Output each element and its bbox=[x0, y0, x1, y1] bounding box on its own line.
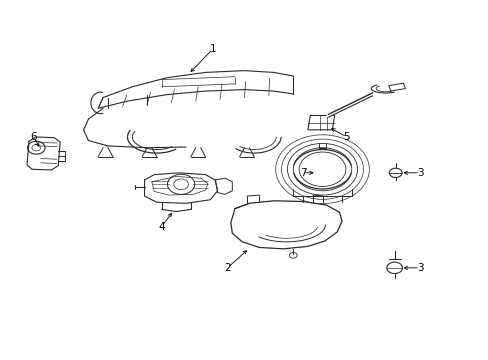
Text: 2: 2 bbox=[224, 263, 230, 273]
Text: 4: 4 bbox=[158, 222, 164, 231]
Text: 3: 3 bbox=[416, 168, 423, 178]
Polygon shape bbox=[307, 116, 334, 130]
Text: 6: 6 bbox=[30, 132, 37, 142]
Text: 3: 3 bbox=[416, 263, 423, 273]
Polygon shape bbox=[230, 201, 341, 249]
Text: 7: 7 bbox=[299, 168, 305, 178]
Text: 5: 5 bbox=[343, 132, 349, 142]
Text: 1: 1 bbox=[209, 44, 216, 54]
